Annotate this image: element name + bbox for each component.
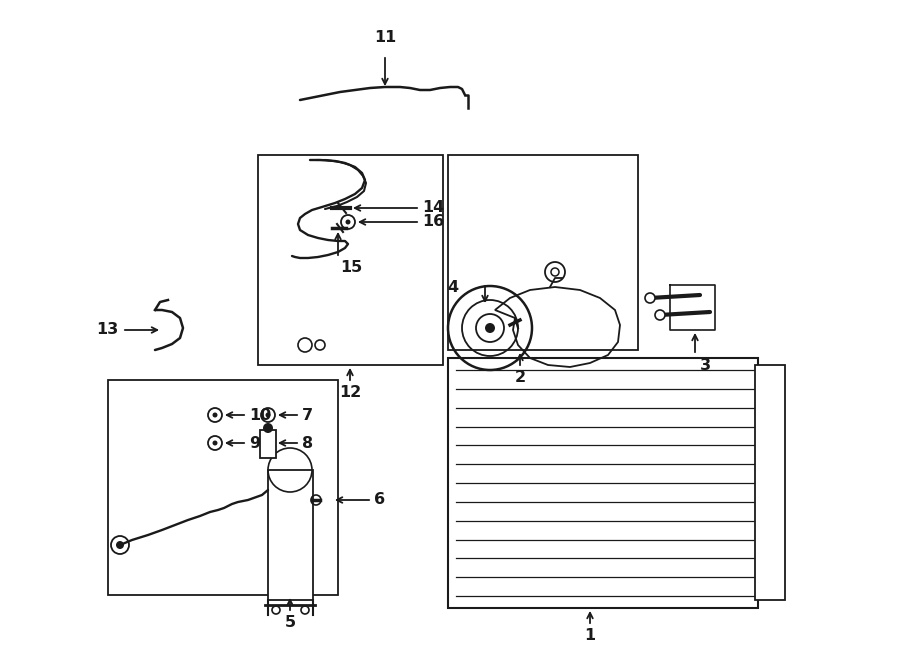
Circle shape (266, 412, 271, 418)
Text: 8: 8 (302, 436, 313, 451)
Bar (260, 430, 276, 458)
Text: 4: 4 (447, 280, 458, 295)
Text: 3: 3 (700, 358, 711, 373)
Text: 12: 12 (339, 385, 361, 400)
Text: 5: 5 (284, 615, 295, 630)
Text: 10: 10 (249, 407, 271, 422)
Circle shape (645, 293, 655, 303)
Text: 6: 6 (374, 492, 385, 508)
Bar (448, 358, 758, 608)
Text: 2: 2 (515, 370, 526, 385)
Bar (448, 155, 638, 350)
Text: 15: 15 (340, 260, 362, 275)
Circle shape (485, 323, 495, 333)
Text: 11: 11 (374, 30, 396, 45)
Text: 16: 16 (422, 215, 445, 229)
Text: 9: 9 (249, 436, 260, 451)
Circle shape (346, 219, 350, 225)
Bar (268, 470, 313, 600)
Text: 13: 13 (95, 323, 118, 338)
Text: 14: 14 (422, 200, 445, 215)
Circle shape (212, 440, 218, 446)
Circle shape (212, 412, 218, 418)
Bar (108, 380, 338, 595)
Text: 1: 1 (584, 628, 596, 643)
Circle shape (655, 310, 665, 320)
Bar (755, 365, 785, 600)
Bar (258, 155, 443, 365)
Text: 7: 7 (302, 407, 313, 422)
Circle shape (116, 541, 124, 549)
Circle shape (263, 423, 273, 433)
